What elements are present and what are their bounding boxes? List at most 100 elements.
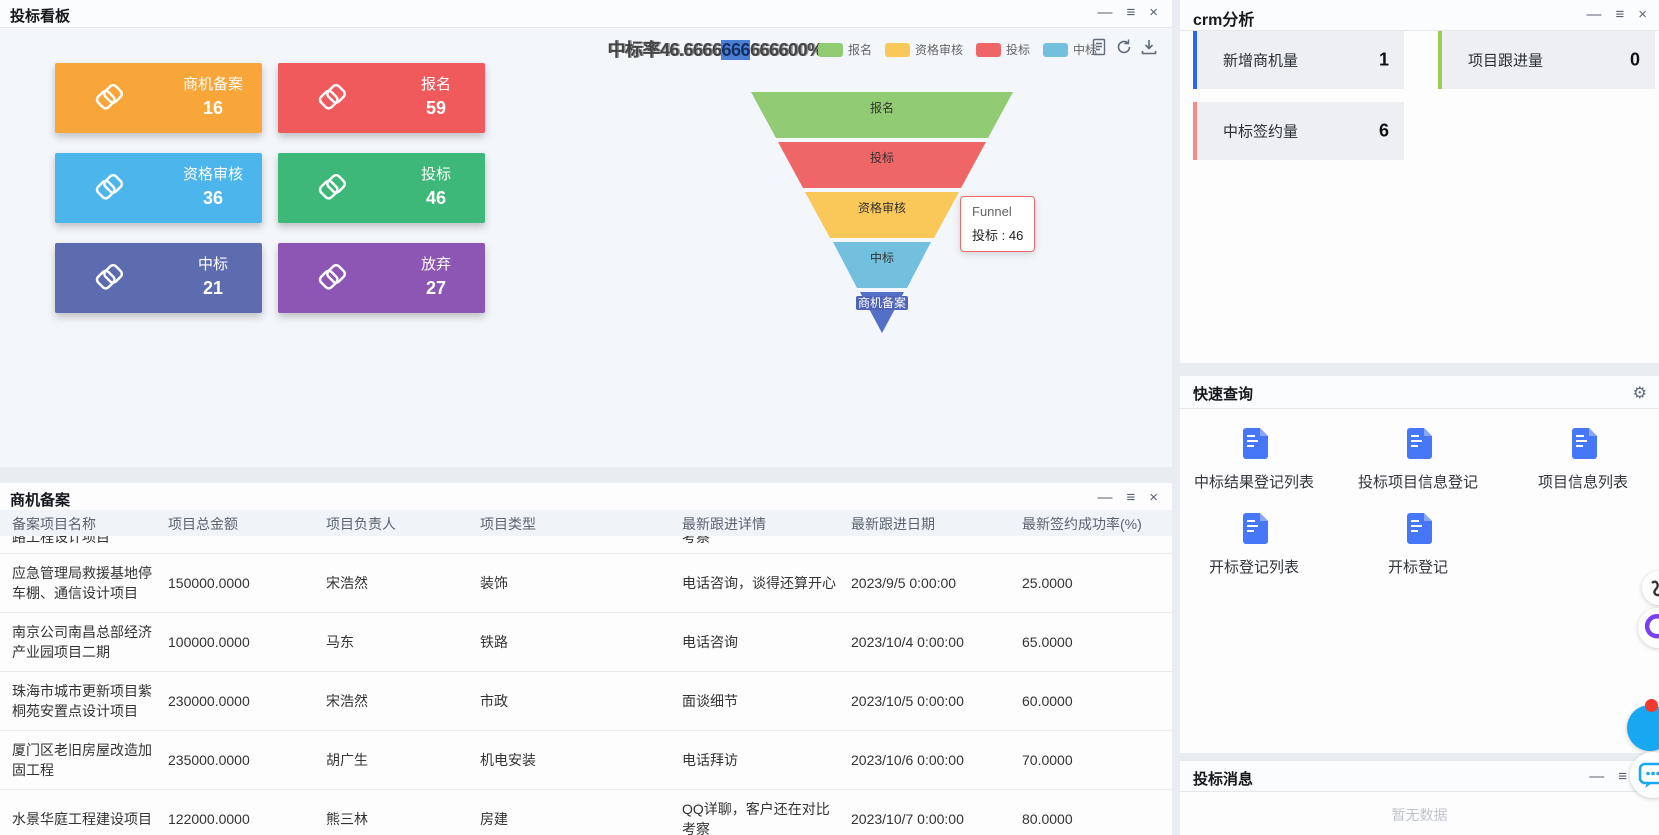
stat-card-bid[interactable]: 投标 46 [278, 153, 485, 223]
download-icon[interactable] [1140, 38, 1158, 56]
business-record-header: 商机备案 — ≡ × [0, 483, 1172, 510]
document-icon [1571, 428, 1597, 459]
table-row[interactable]: 水景华庭工程建设项目 122000.0000 熊三林 房建 QQ详聊，客户还在对… [0, 790, 1172, 835]
stat-value: 59 [425, 98, 447, 118]
refresh-icon[interactable] [1115, 38, 1133, 56]
tooltip-value: 投标 : 46 [972, 228, 1024, 243]
empty-state-text: 暂无数据 [1391, 807, 1448, 823]
floating-chat-button[interactable] [1630, 752, 1659, 798]
close-icon[interactable]: × [1638, 6, 1647, 23]
menu-icon[interactable]: ≡ [1126, 489, 1136, 506]
crm-card-signed-wins[interactable]: 中标签约量 6 [1193, 102, 1404, 160]
stat-label: 资格审核 [182, 166, 243, 183]
floating-tool-button[interactable] [1642, 571, 1659, 605]
window-controls: — ≡ × [1097, 489, 1158, 507]
table-row[interactable]: 应急管理局救援基地停车棚、通信设计项目 150000.0000 宋浩然 装饰 电… [0, 554, 1172, 613]
column-header: 项目总金额 [168, 516, 238, 532]
selected-text: 666 [721, 40, 751, 60]
legend-item[interactable]: 报名 [818, 41, 872, 58]
document-icon [1406, 513, 1432, 544]
business-record-panel: 商机备案 — ≡ × 备案项目名称 项目总金额 项目负责人 项目类型 最新跟进详… [0, 483, 1172, 835]
crm-analysis-panel: crm分析 — ≡ × 新增商机量 1 项目跟进量 0 中标签约量 6 [1180, 0, 1659, 363]
table-row[interactable]: 南京公司南昌总部经济产业园项目二期 100000.0000 马东 铁路 电话咨询… [0, 613, 1172, 672]
table-row-partial[interactable]: 路工程设计项目 考察 [0, 536, 1172, 554]
close-icon[interactable]: × [1149, 489, 1158, 506]
funnel-segment-zige [805, 192, 959, 238]
stat-value: 36 [202, 188, 224, 208]
window-controls: — ≡ × [1586, 6, 1647, 24]
notification-badge [1645, 699, 1658, 712]
minimize-icon[interactable]: — [1097, 489, 1113, 506]
table-row[interactable]: 珠海市城市更新项目紫桐苑安置点设计项目 230000.0000 宋浩然 市政 面… [0, 672, 1172, 731]
legend-swatch [976, 42, 1002, 57]
quick-item-win-result-list[interactable]: 中标结果登记列表 [1182, 428, 1326, 492]
quick-item-bid-project-info[interactable]: 投标项目信息登记 [1346, 428, 1490, 492]
legend-swatch [885, 42, 911, 57]
crm-card-new-opportunities[interactable]: 新增商机量 1 [1193, 31, 1404, 89]
panel-title: 投标消息 [1193, 771, 1254, 788]
legend-item[interactable]: 资格审核 [885, 41, 963, 58]
tool-icon [1651, 580, 1659, 597]
legend-item[interactable]: 投标 [976, 41, 1030, 58]
gear-icon[interactable]: ⚙ [1632, 385, 1647, 402]
close-icon[interactable]: × [1149, 4, 1158, 21]
stat-label: 中标 [197, 256, 228, 273]
crm-card-followups[interactable]: 项目跟进量 0 [1438, 31, 1655, 89]
document-icon [1242, 513, 1268, 544]
funnel-legend: 报名 资格审核 投标 中标 [818, 41, 1097, 58]
tooltip-series: Funnel [972, 204, 1012, 219]
stat-label: 投标 [420, 166, 451, 183]
funnel-chart[interactable] [751, 92, 1013, 333]
stat-value: 46 [425, 188, 447, 208]
copy-squares-icon [318, 263, 347, 290]
stat-card-business-record[interactable]: 商机备案 16 [55, 63, 262, 133]
page-title: 投标看板 [10, 8, 71, 25]
bidding-dashboard-panel: 投标看板 — ≡ × 商机备案 16 报名 59 资格审核 36 投标 46 中标 21 [0, 0, 1172, 467]
minimize-icon[interactable]: — [1097, 4, 1113, 21]
stat-card-win[interactable]: 中标 21 [55, 243, 262, 313]
menu-icon[interactable]: ≡ [1615, 6, 1625, 23]
column-header: 最新跟进详情 [682, 516, 766, 532]
funnel-segment-zhongbiao [833, 242, 931, 288]
panel-title: 商机备案 [10, 492, 71, 509]
funnel-segment-toubiao [778, 142, 986, 188]
menu-icon[interactable]: ≡ [1618, 768, 1627, 785]
stat-label: 放弃 [420, 256, 451, 273]
stat-card-abandon[interactable]: 放弃 27 [278, 243, 485, 313]
floating-assistant-button[interactable] [1638, 608, 1659, 648]
panel-title: crm分析 [1193, 12, 1255, 29]
bid-messages-header: 投标消息 — ≡ [1180, 761, 1659, 792]
legend-swatch [1043, 42, 1069, 57]
quick-item-project-info-list[interactable]: 项目信息列表 [1511, 428, 1655, 492]
copy-squares-icon [95, 173, 124, 200]
data-view-icon[interactable] [1090, 38, 1108, 56]
window-controls: — ≡ [1589, 768, 1627, 786]
copy-squares-icon [318, 173, 347, 200]
funnel-segment-baoming [751, 92, 1013, 138]
chart-tooltip: Funnel 投标 : 46 [960, 196, 1036, 252]
copy-squares-icon [95, 263, 124, 290]
legend-item[interactable]: 中标 [1043, 41, 1097, 58]
quick-item-opening-list[interactable]: 开标登记列表 [1182, 513, 1326, 577]
stat-card-signup[interactable]: 报名 59 [278, 63, 485, 133]
panel-title: 快速查询 [1193, 386, 1254, 403]
table-row[interactable]: 厦门区老旧房屋改造加固工程 235000.0000 胡广生 机电安装 电话拜访 … [0, 731, 1172, 790]
minimize-icon[interactable]: — [1589, 768, 1605, 785]
stat-label: 报名 [420, 76, 451, 93]
minimize-icon[interactable]: — [1586, 6, 1602, 23]
document-icon [1242, 428, 1268, 459]
stat-label: 商机备案 [182, 76, 243, 93]
menu-icon[interactable]: ≡ [1126, 4, 1136, 21]
column-header: 项目负责人 [326, 516, 396, 532]
chart-toolbar [1090, 38, 1158, 56]
floating-notification-button[interactable] [1627, 699, 1659, 751]
funnel-segment-shangji [860, 292, 904, 333]
table-body[interactable]: 路工程设计项目 考察 应急管理局救援基地停车棚、通信设计项目 150000.00… [0, 536, 1172, 835]
quick-item-opening-register[interactable]: 开标登记 [1346, 513, 1490, 577]
legend-swatch [818, 42, 843, 57]
stat-value: 27 [425, 278, 447, 298]
window-controls: — ≡ × [1097, 4, 1158, 22]
stat-card-qualification[interactable]: 资格审核 36 [55, 153, 262, 223]
quick-query-panel: 快速查询 ⚙ 中标结果登记列表 投标项目信息登记 项目信息列表 开标登记列表 开… [1180, 376, 1659, 753]
